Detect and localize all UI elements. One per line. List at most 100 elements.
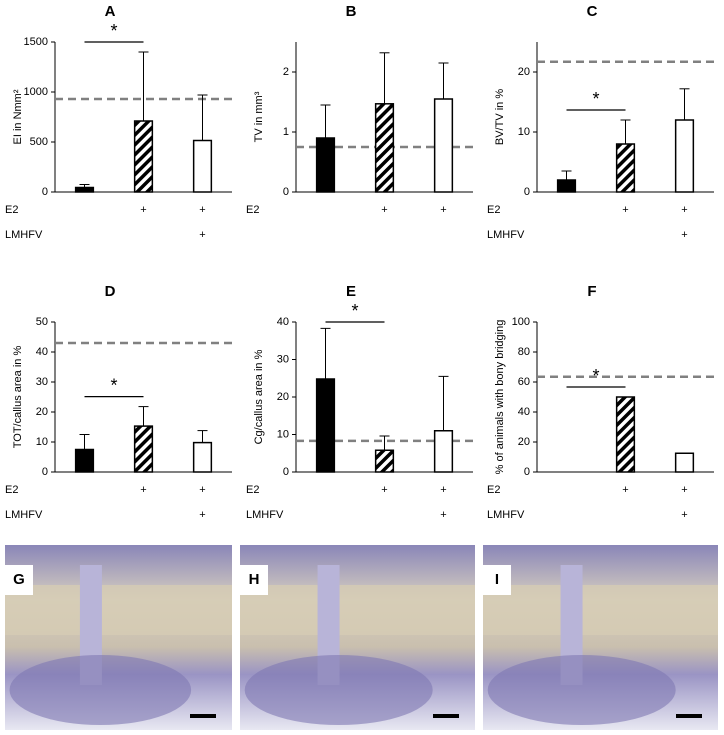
y-axis-label: TOT/callus area in %: [12, 346, 24, 449]
y-tick-label: 0: [42, 186, 48, 198]
bar: [433, 98, 454, 193]
callus-region: [244, 655, 433, 725]
panel-label: B: [346, 3, 357, 20]
scale-bar: [676, 714, 702, 718]
y-tick-label: 0: [524, 186, 530, 198]
y-tick-label: 80: [518, 346, 530, 358]
y-tick-label: 20: [518, 66, 530, 78]
y-tick-label: 10: [277, 428, 289, 440]
y-axis-label: EI in Nmm²: [12, 89, 24, 144]
row-label: LMHFV: [487, 509, 525, 521]
row-label: E2: [487, 204, 500, 216]
y-tick-label: 30: [277, 353, 289, 365]
row-label: E2: [246, 204, 259, 216]
panel-label: C: [587, 3, 598, 20]
row-mark: +: [681, 204, 687, 216]
bar: [133, 425, 154, 473]
error-bar: [138, 406, 149, 427]
error-bar: [561, 170, 572, 180]
row-mark: +: [199, 509, 205, 521]
y-tick-label: 100: [512, 316, 530, 328]
y-axis-label: % of animals with bony bridging: [494, 320, 506, 475]
bar: [556, 179, 577, 193]
significance-star: *: [351, 301, 358, 321]
y-tick-label: 0: [42, 466, 48, 478]
significance-star: *: [592, 89, 599, 109]
row-mark: +: [140, 484, 146, 496]
panel-label: D: [105, 283, 116, 300]
row-label: LMHFV: [5, 229, 43, 241]
error-bar: [79, 434, 90, 450]
y-tick-label: 500: [30, 136, 48, 148]
bar: [74, 186, 95, 193]
error-bar: [620, 119, 631, 144]
scale-bar: [433, 714, 459, 718]
label-box: [240, 565, 268, 595]
callus: [79, 565, 102, 685]
image-label: G: [13, 571, 25, 588]
row-label: E2: [5, 484, 18, 496]
bar: [615, 143, 636, 193]
error-bar: [438, 375, 449, 431]
y-tick-label: 40: [277, 316, 289, 328]
image-label: I: [495, 571, 499, 588]
y-axis-label: BV/TV in %: [494, 89, 506, 145]
row-mark: +: [681, 229, 687, 241]
y-tick-label: 40: [36, 346, 48, 358]
y-axis-label: TV in mm³: [253, 91, 265, 142]
error-bar: [197, 94, 208, 141]
image-label: H: [249, 571, 260, 588]
y-tick-label: 10: [36, 436, 48, 448]
callus-region: [9, 655, 192, 725]
row-mark: +: [140, 204, 146, 216]
bone-band: [240, 585, 475, 635]
callus: [317, 565, 340, 685]
scale-bar: [190, 714, 216, 718]
y-tick-label: 1: [283, 126, 289, 138]
y-tick-label: 50: [36, 316, 48, 328]
bar: [315, 378, 336, 473]
bar: [192, 139, 213, 193]
y-tick-label: 30: [36, 376, 48, 388]
error-bar: [320, 327, 331, 379]
row-label: LMHFV: [246, 509, 284, 521]
bar: [74, 448, 95, 473]
bone-band: [483, 585, 718, 635]
y-tick-label: 20: [36, 406, 48, 418]
row-label: LMHFV: [487, 229, 525, 241]
panel-label: E: [346, 283, 356, 300]
y-tick-label: 20: [518, 436, 530, 448]
row-mark: +: [681, 484, 687, 496]
bar: [133, 120, 154, 193]
significance-star: *: [592, 366, 599, 386]
callus-region: [487, 655, 676, 725]
row-mark: +: [681, 509, 687, 521]
bone-band: [5, 585, 232, 635]
label-box: [5, 565, 33, 595]
bar: [433, 430, 454, 473]
row-mark: +: [199, 204, 205, 216]
row-mark: +: [440, 509, 446, 521]
row-label: LMHFV: [5, 509, 43, 521]
row-mark: +: [381, 484, 387, 496]
y-tick-label: 10: [518, 126, 530, 138]
y-tick-label: 40: [518, 406, 530, 418]
row-label: E2: [487, 484, 500, 496]
row-mark: +: [381, 204, 387, 216]
row-label: E2: [246, 484, 259, 496]
y-axis-label: Cg/callus area in %: [253, 349, 265, 444]
y-tick-label: 2: [283, 66, 289, 78]
y-tick-label: 1000: [24, 86, 48, 98]
bar: [374, 449, 395, 473]
error-bar: [320, 104, 331, 138]
error-bar: [79, 184, 90, 188]
label-box: [483, 565, 511, 595]
bar: [374, 103, 395, 193]
bar: [315, 137, 336, 193]
row-mark: +: [622, 484, 628, 496]
y-tick-label: 0: [283, 186, 289, 198]
row-mark: +: [199, 484, 205, 496]
y-tick-label: 0: [524, 466, 530, 478]
bar: [192, 441, 213, 473]
